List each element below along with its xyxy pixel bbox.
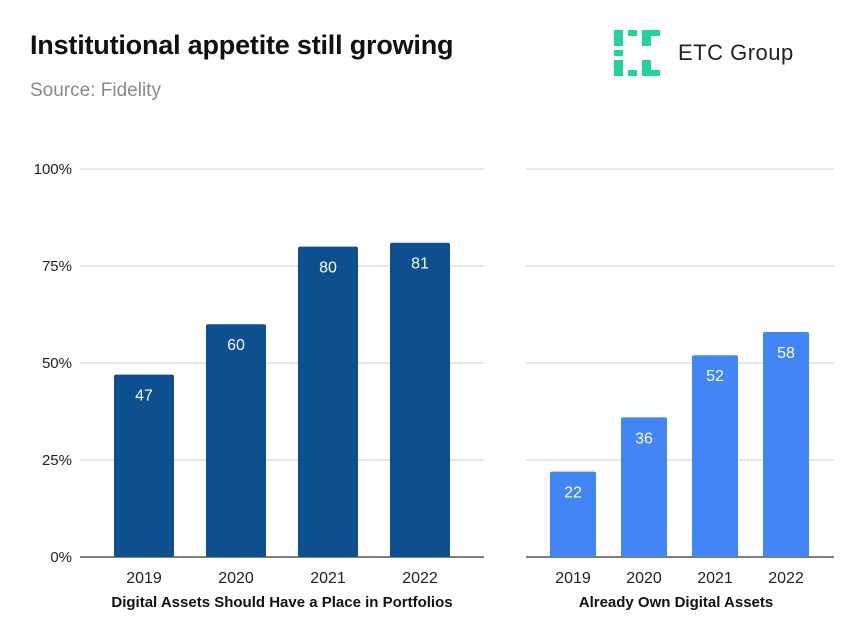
logo-segment bbox=[628, 70, 637, 76]
bar-2020 bbox=[206, 324, 266, 557]
x-tick-label: 2020 bbox=[218, 570, 254, 587]
chart-source: Source: Fidelity bbox=[30, 80, 161, 101]
chart-title: Institutional appetite still growing bbox=[30, 30, 454, 60]
bar-2022 bbox=[763, 331, 809, 557]
data-label: 58 bbox=[777, 345, 795, 362]
x-tick-label: 2021 bbox=[310, 570, 346, 587]
logo-segment bbox=[614, 50, 623, 56]
bar-2021 bbox=[692, 355, 738, 557]
x-axis-title: Already Own Digital Assets bbox=[579, 594, 774, 611]
x-tick-label: 2022 bbox=[768, 570, 804, 587]
logo-segment bbox=[642, 60, 651, 76]
logo-segment bbox=[614, 30, 623, 46]
x-tick-label: 2019 bbox=[126, 570, 162, 587]
data-label: 47 bbox=[135, 388, 153, 405]
data-label: 80 bbox=[319, 260, 337, 277]
data-label: 52 bbox=[706, 368, 724, 385]
data-label: 81 bbox=[411, 256, 429, 273]
y-tick-label: 25% bbox=[42, 452, 72, 469]
x-tick-label: 2019 bbox=[555, 570, 591, 587]
y-tick-label: 100% bbox=[34, 161, 72, 178]
logo-segment bbox=[614, 60, 623, 76]
x-tick-label: 2022 bbox=[402, 570, 438, 587]
x-tick-label: 2020 bbox=[626, 570, 662, 587]
chart-panel-2: 22 2019 36 2020 52 2021 58 2022 Already Own Digi… bbox=[526, 168, 834, 611]
y-tick-label: 75% bbox=[42, 258, 72, 275]
bar-2019 bbox=[114, 374, 174, 557]
etc-group-logo-icon bbox=[614, 30, 660, 76]
y-tick-label: 0% bbox=[50, 549, 72, 566]
bar-2019 bbox=[550, 471, 596, 557]
x-axis-title: Digital Assets Should Have a Place in Po… bbox=[111, 594, 452, 611]
brand-logo: ETC Group bbox=[614, 30, 794, 76]
logo-segment bbox=[628, 30, 637, 36]
logo-segment bbox=[642, 30, 651, 46]
bar-2020 bbox=[621, 417, 667, 557]
bar-2021 bbox=[298, 246, 358, 557]
data-label: 60 bbox=[227, 337, 245, 354]
brand-name: ETC Group bbox=[678, 40, 794, 65]
data-label: 22 bbox=[564, 485, 582, 502]
chart-panel-1: 0% 25% 50% 75% 100% 47 2019 60 2020 80 2021 81 2022 D… bbox=[34, 161, 484, 611]
bar-2022 bbox=[390, 242, 450, 557]
x-tick-label: 2021 bbox=[697, 570, 733, 587]
data-label: 36 bbox=[635, 430, 653, 447]
y-tick-label: 50% bbox=[42, 355, 72, 372]
